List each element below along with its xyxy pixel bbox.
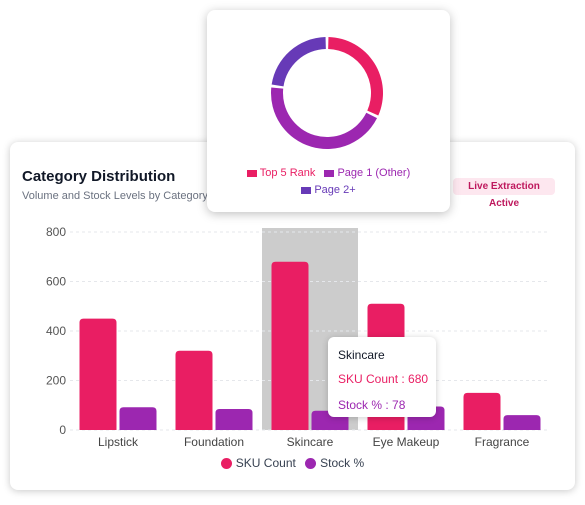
- legend-item-stock[interactable]: Stock %: [305, 456, 364, 470]
- legend-label-sku-count: SKU Count: [235, 456, 296, 470]
- bar-stock-lipstick: [119, 407, 157, 430]
- legend-swatch-top5: [246, 169, 257, 177]
- y-tick-label: 200: [46, 374, 66, 388]
- x-tick-label: Eye Makeup: [373, 435, 440, 449]
- ranking-donut-card: Top 5 Rank Page 1 (Other) Page 2+: [207, 10, 450, 212]
- donut-legend-top5[interactable]: Top 5 Rank: [246, 167, 316, 179]
- x-tick-label: Fragrance: [475, 435, 530, 449]
- legend-dot-stock: [305, 457, 317, 469]
- tooltip-stock-line: Stock % : 78: [338, 398, 406, 412]
- bar-chart-legend: SKU Count Stock %: [10, 456, 575, 472]
- donut-legend-row-2: Page 2+: [207, 184, 450, 197]
- tooltip-sku-value: 680: [408, 372, 429, 386]
- bar-sku-count-foundation: [175, 350, 213, 430]
- card-title: Category Distribution: [22, 168, 176, 185]
- live-status-badge: Live Extraction Active: [453, 178, 555, 209]
- donut-legend-page2[interactable]: Page 2+: [301, 184, 356, 196]
- donut-slice-page-1-other: [271, 87, 378, 150]
- x-tick-label: Lipstick: [98, 435, 139, 449]
- bar-sku-count-skincare: [271, 261, 309, 430]
- tooltip-stock-value: 78: [392, 398, 406, 412]
- y-tick-label: 0: [59, 423, 66, 437]
- bar-sku-count-fragrance: [463, 392, 501, 430]
- bar-sku-count-lipstick: [79, 318, 117, 430]
- tooltip-sku-label: SKU Count: [338, 372, 399, 386]
- bar-stock-foundation: [215, 408, 253, 430]
- chart-tooltip: Skincare SKU Count : 680 Stock % : 78: [328, 337, 436, 417]
- x-tick-label: Skincare: [287, 435, 334, 449]
- legend-label-stock: Stock %: [320, 456, 365, 470]
- donut-legend-row-1: Top 5 Rank Page 1 (Other): [207, 167, 450, 180]
- donut-slice-top-5-rank: [328, 37, 383, 116]
- donut-legend-page1[interactable]: Page 1 (Other): [324, 167, 410, 179]
- donut-legend-label-top5: Top 5 Rank: [259, 167, 316, 179]
- y-tick-label: 400: [46, 324, 66, 338]
- card-subtitle: Volume and Stock Levels by Category: [22, 190, 208, 202]
- y-tick-label: 600: [46, 275, 66, 289]
- donut-legend-label-page2: Page 2+: [314, 184, 356, 196]
- bar-chart[interactable]: 0 200 400 600 800 Lipstick Foundation Skincare E…: [10, 142, 575, 490]
- legend-item-sku-count[interactable]: SKU Count: [220, 456, 296, 470]
- x-tick-label: Foundation: [184, 435, 244, 449]
- donut-legend-label-page1: Page 1 (Other): [337, 167, 411, 179]
- tooltip-sku-line: SKU Count : 680: [338, 372, 429, 386]
- donut-slice-page-2: [271, 37, 326, 87]
- legend-swatch-page1: [324, 169, 335, 177]
- tooltip-stock-label: Stock %: [338, 398, 383, 412]
- y-tick-label: 800: [46, 225, 66, 239]
- bar-stock-fragrance: [503, 415, 541, 430]
- legend-swatch-page2: [301, 186, 312, 194]
- legend-dot-sku-count: [220, 457, 232, 469]
- donut-chart[interactable]: [207, 10, 450, 165]
- tooltip-title: Skincare: [338, 348, 385, 362]
